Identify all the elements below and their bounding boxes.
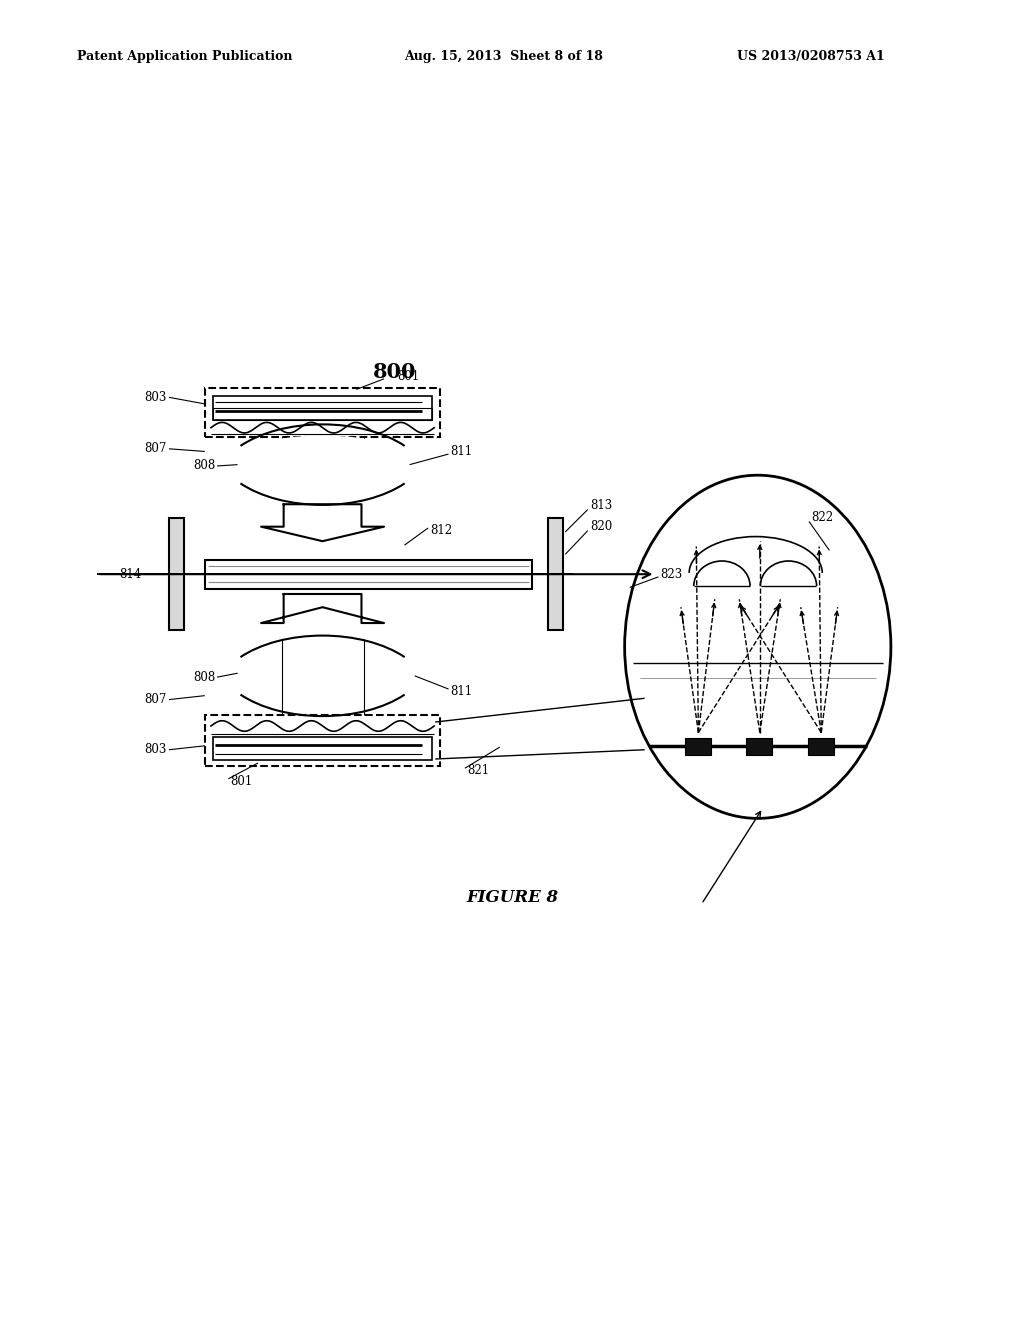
Circle shape xyxy=(625,475,891,818)
Bar xyxy=(213,408,432,420)
Bar xyxy=(205,715,440,766)
Bar xyxy=(213,396,432,420)
Bar xyxy=(808,738,834,755)
Bar xyxy=(213,737,432,760)
Text: 813: 813 xyxy=(590,499,612,512)
Text: 823: 823 xyxy=(660,568,683,581)
Bar xyxy=(205,560,532,589)
Text: 808: 808 xyxy=(193,459,215,473)
Text: 821: 821 xyxy=(467,764,489,777)
Text: Patent Application Publication: Patent Application Publication xyxy=(77,50,292,63)
Text: 803: 803 xyxy=(144,391,167,404)
Ellipse shape xyxy=(230,436,415,494)
Text: 820: 820 xyxy=(590,520,612,533)
Text: 807: 807 xyxy=(144,442,167,455)
Bar xyxy=(169,519,184,631)
Text: 800: 800 xyxy=(373,362,416,383)
Text: 811: 811 xyxy=(451,445,473,458)
Text: 822: 822 xyxy=(811,511,834,524)
Bar xyxy=(548,519,563,631)
Bar xyxy=(685,738,711,755)
Text: Aug. 15, 2013  Sheet 8 of 18: Aug. 15, 2013 Sheet 8 of 18 xyxy=(404,50,603,63)
Text: 808: 808 xyxy=(193,671,215,684)
Text: 801: 801 xyxy=(230,775,253,788)
Text: FIGURE 8: FIGURE 8 xyxy=(466,890,558,906)
Text: 814: 814 xyxy=(119,568,141,581)
Polygon shape xyxy=(261,594,384,623)
Text: 803: 803 xyxy=(144,743,167,756)
Ellipse shape xyxy=(230,647,415,705)
Text: US 2013/0208753 A1: US 2013/0208753 A1 xyxy=(737,50,885,63)
Bar xyxy=(746,738,772,755)
Bar xyxy=(205,388,440,437)
Text: 811: 811 xyxy=(451,685,473,698)
Text: 801: 801 xyxy=(397,370,420,383)
Text: 812: 812 xyxy=(430,524,453,537)
Polygon shape xyxy=(261,504,384,541)
Text: 807: 807 xyxy=(144,693,167,706)
